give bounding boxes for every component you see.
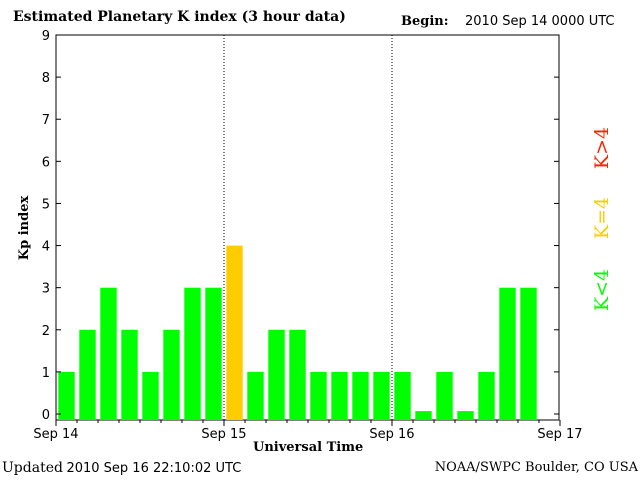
bar-15	[373, 371, 390, 420]
bar-5	[163, 329, 180, 420]
x-axis-ticks: Sep 14 Sep 15 Sep 16 Sep 17	[33, 420, 583, 442]
y-tick-label-4: 4	[42, 240, 50, 255]
bar-4	[142, 371, 159, 420]
chart-title: Estimated Planetary K index (3 hour data…	[13, 9, 346, 25]
bar-6	[184, 287, 201, 420]
bars-group	[58, 245, 537, 420]
x-tick-label-1: Sep 15	[201, 427, 246, 442]
bar-9	[247, 371, 264, 420]
x-tick-label-2: Sep 16	[369, 427, 414, 442]
updated-line: Updated 2010 Sep 16 22:10:02 UTC	[2, 460, 241, 477]
bar-21	[499, 287, 516, 420]
bar-7	[205, 287, 222, 420]
bar-19	[457, 411, 474, 420]
y-tick-label-7: 7	[42, 113, 50, 128]
y-tick-label-3: 3	[42, 282, 50, 297]
bar-3	[121, 329, 138, 420]
begin-label: Begin:	[401, 14, 449, 29]
updated-timestamp: 2010 Sep 16 22:10:02 UTC	[66, 461, 242, 476]
bar-1	[79, 329, 96, 420]
y-tick-label-0: 0	[42, 408, 50, 423]
y-axis-label: Kp index	[17, 196, 32, 261]
bar-13	[331, 371, 348, 420]
bar-17	[415, 411, 432, 420]
x-axis-label: Universal Time	[253, 440, 364, 455]
x-tick-label-0: Sep 14	[33, 427, 78, 442]
updated-label: Updated	[2, 460, 63, 476]
source-credit: NOAA/SWPC Boulder, CO USA	[434, 460, 638, 475]
y-axis-ticks: 0 1 2 3 4 5 6 7 8 9	[42, 29, 559, 423]
bar-2	[100, 287, 117, 420]
legend-above: K>4	[591, 127, 613, 169]
bar-18	[436, 371, 453, 420]
y-tick-label-5: 5	[42, 197, 50, 212]
y-tick-label-1: 1	[42, 366, 50, 381]
day-dividers	[223, 35, 393, 420]
bar-11	[289, 329, 306, 420]
bar-22	[520, 287, 537, 420]
y-tick-label-2: 2	[42, 324, 50, 339]
legend-below: K<4	[591, 269, 613, 311]
bar-20	[478, 371, 495, 420]
y-tick-label-8: 8	[42, 71, 50, 86]
bar-12	[310, 371, 327, 420]
bar-16	[394, 371, 411, 420]
y-tick-label-9: 9	[42, 29, 50, 44]
begin-value: 2010 Sep 14 0000 UTC	[465, 14, 615, 29]
bar-14	[352, 371, 369, 420]
bar-8	[226, 245, 243, 420]
legend-equal: K=4	[591, 197, 613, 239]
bar-10	[268, 329, 285, 420]
x-tick-label-3: Sep 17	[537, 427, 582, 442]
bar-0	[58, 371, 75, 420]
y-tick-label-6: 6	[42, 155, 50, 170]
